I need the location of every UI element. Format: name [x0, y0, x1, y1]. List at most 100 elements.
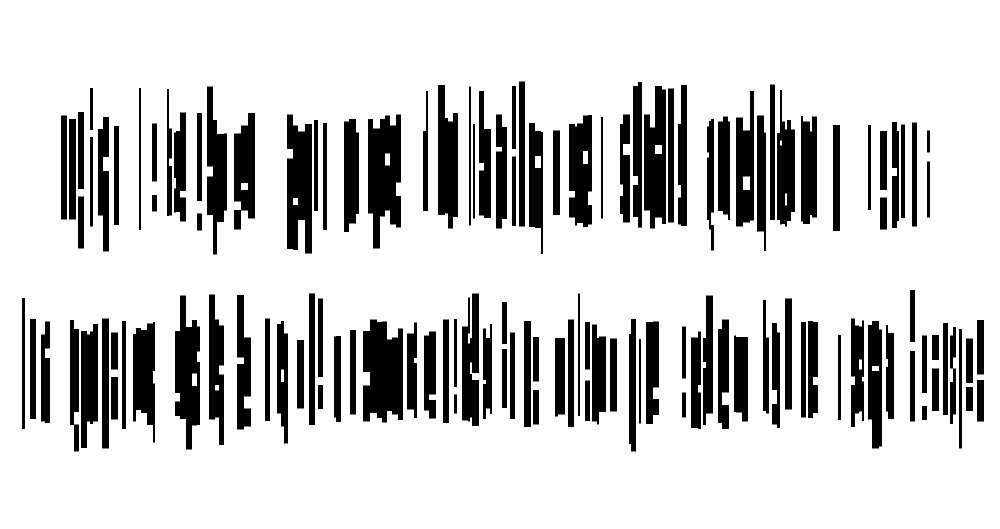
glyph-stroke: [22, 297, 25, 430]
glyph-gap: [237, 357, 244, 364]
glyph-stroke: [219, 325, 224, 446]
glyph-stroke: [777, 332, 780, 429]
glyph-stroke: [588, 115, 592, 225]
glyph-gap: [472, 372, 479, 381]
glyph-gap: [682, 378, 686, 393]
glyph-stroke: [318, 298, 323, 409]
glyph-stroke: [241, 125, 248, 211]
glyph-stroke: [265, 318, 270, 421]
glyph-stroke: [90, 88, 93, 227]
glyph-stroke: [484, 128, 491, 219]
glyph-stroke: [387, 339, 392, 412]
glyph-stroke: [541, 132, 543, 255]
glyph-gap: [950, 368, 953, 383]
glyph-stroke: [298, 131, 305, 220]
glyph-stroke: [886, 325, 888, 412]
glyph-stroke: [662, 89, 666, 224]
glyph-gap: [588, 191, 592, 205]
glyph-gap: [192, 373, 197, 387]
glyph-stroke: [707, 126, 709, 221]
glyph-stroke: [583, 115, 588, 228]
glyph-gap: [414, 358, 417, 364]
glyph-stroke: [309, 293, 315, 426]
glyph-stroke: [558, 337, 565, 415]
glyph-stroke: [468, 297, 470, 422]
glyph-stroke: [472, 293, 479, 427]
glyph-stroke: [742, 336, 748, 422]
glyph-gap: [703, 361, 706, 369]
glyph-stroke: [454, 318, 457, 414]
glyph-gap: [892, 168, 897, 177]
glyph-gap: [470, 362, 472, 374]
glyph-stroke: [801, 322, 806, 418]
glyph-gap: [932, 360, 939, 369]
glyph-gap: [363, 372, 370, 386]
glyph-stroke: [277, 324, 281, 414]
glyph-stroke: [535, 131, 541, 228]
glyph-stroke: [78, 112, 84, 249]
glyph-stroke: [646, 322, 653, 425]
glyph-stroke: [392, 337, 398, 415]
glyph-stroke: [490, 324, 492, 414]
glyph-stroke: [473, 123, 475, 219]
glyph-gap: [103, 157, 109, 172]
glyph-stroke: [706, 295, 713, 414]
glyph-stroke: [855, 325, 859, 414]
glyph-stroke: [133, 334, 136, 422]
glyph-gap: [207, 166, 213, 177]
glyph-stroke: [785, 298, 792, 410]
glyph-gap: [851, 376, 855, 386]
glyph-stroke: [862, 320, 864, 422]
glyph-stroke: [812, 116, 817, 218]
glyph-stroke: [510, 332, 515, 420]
glyph-stroke: [141, 329, 147, 413]
glyph-stroke: [469, 86, 471, 226]
glyph-stroke: [380, 118, 385, 217]
glyph-stroke: [787, 119, 791, 222]
glyph-stroke: [650, 127, 655, 229]
glyph-stroke: [577, 123, 583, 223]
glyph-gap: [620, 184, 623, 197]
glyph-gap: [859, 359, 862, 370]
glyph-gap: [813, 376, 818, 385]
glyph-stroke: [93, 323, 98, 422]
glyph-gap: [785, 193, 787, 206]
glyph-stroke: [334, 336, 336, 418]
glyph-stroke: [791, 129, 795, 212]
glyph-stroke: [734, 335, 736, 412]
glyph-stroke: [601, 116, 603, 219]
glyph-gap: [78, 189, 84, 197]
glyph-stroke: [197, 326, 200, 426]
glyph-stroke: [966, 338, 973, 411]
glyph-stroke: [356, 132, 359, 214]
glyph-stroke: [175, 330, 180, 417]
glyph-stroke: [813, 321, 818, 414]
glyph-stroke: [868, 324, 872, 420]
glyph-stroke: [801, 115, 803, 222]
glyph-stroke: [639, 338, 641, 424]
glyph-gap: [180, 190, 186, 198]
glyph-stroke: [244, 337, 251, 427]
glyph-stroke: [414, 322, 417, 418]
glyph-stroke: [810, 131, 812, 215]
glyph-stroke: [736, 337, 742, 413]
glyph-stroke: [838, 334, 841, 421]
glyph-stroke: [638, 81, 642, 228]
glyph-stroke: [681, 85, 687, 227]
glyph-stroke: [808, 321, 813, 419]
glyph-gap: [698, 384, 701, 393]
glyph-stroke: [370, 319, 377, 413]
glyph-gap: [953, 357, 956, 369]
glyph-stroke: [373, 128, 380, 249]
glyph-stroke: [448, 121, 453, 229]
glyph-stroke: [718, 121, 723, 212]
glyph-gap: [74, 412, 79, 425]
glyph-gap: [678, 185, 681, 198]
glyph-gap: [711, 212, 714, 225]
glyph-stroke: [610, 338, 617, 412]
glyph-gap: [197, 351, 200, 363]
glyph-stroke: [407, 333, 414, 410]
glyph-stroke: [959, 328, 962, 449]
